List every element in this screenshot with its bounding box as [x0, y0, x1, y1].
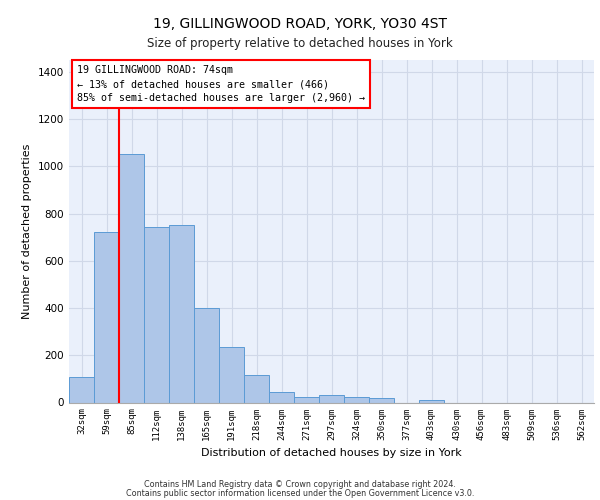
Bar — [344, 396, 369, 402]
Bar — [269, 392, 294, 402]
Text: Contains public sector information licensed under the Open Government Licence v3: Contains public sector information licen… — [126, 488, 474, 498]
X-axis label: Distribution of detached houses by size in York: Distribution of detached houses by size … — [201, 448, 462, 458]
Bar — [219, 347, 244, 403]
Text: 19 GILLINGWOOD ROAD: 74sqm
← 13% of detached houses are smaller (466)
85% of sem: 19 GILLINGWOOD ROAD: 74sqm ← 13% of deta… — [77, 65, 365, 103]
Text: 19, GILLINGWOOD ROAD, YORK, YO30 4ST: 19, GILLINGWOOD ROAD, YORK, YO30 4ST — [153, 18, 447, 32]
Bar — [319, 396, 344, 402]
Bar — [119, 154, 144, 402]
Text: Contains HM Land Registry data © Crown copyright and database right 2024.: Contains HM Land Registry data © Crown c… — [144, 480, 456, 489]
Bar — [194, 308, 219, 402]
Bar — [169, 226, 194, 402]
Bar — [144, 226, 169, 402]
Y-axis label: Number of detached properties: Number of detached properties — [22, 144, 32, 319]
Bar — [294, 396, 319, 402]
Text: Size of property relative to detached houses in York: Size of property relative to detached ho… — [147, 38, 453, 51]
Bar — [69, 376, 94, 402]
Bar — [369, 398, 394, 402]
Bar — [94, 232, 119, 402]
Bar — [244, 376, 269, 402]
Bar — [419, 400, 444, 402]
